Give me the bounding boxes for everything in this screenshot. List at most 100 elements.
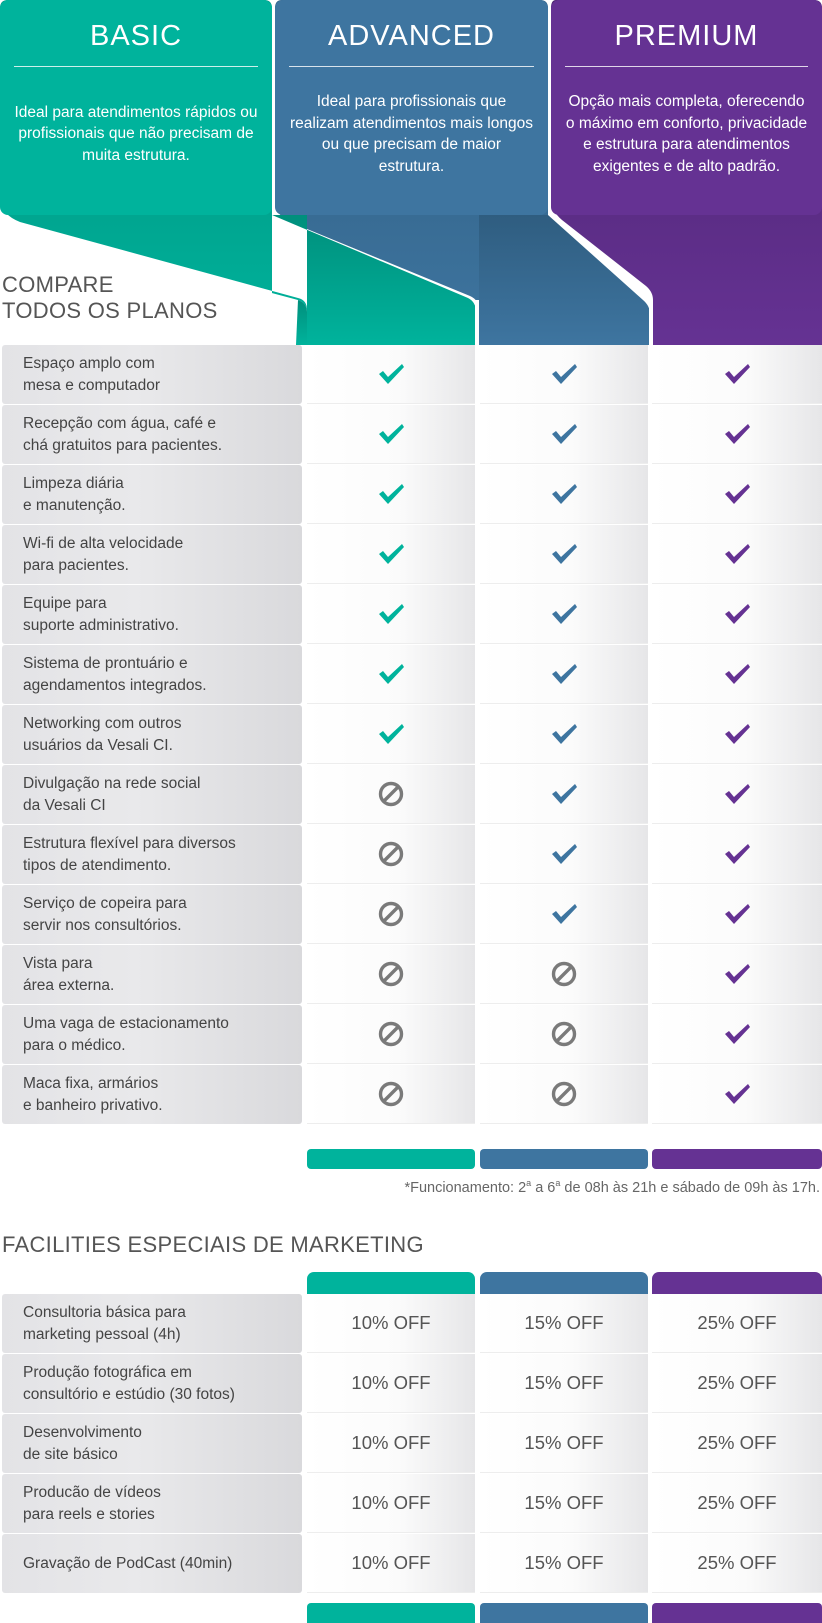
- prohibited-icon: [378, 901, 404, 927]
- feature-cell-basic: [307, 1065, 475, 1124]
- check-icon: [725, 484, 750, 504]
- feature-label: Vista para área externa.: [2, 945, 302, 1004]
- marketing-cell-basic: 10% OFF: [307, 1474, 475, 1533]
- plan-premium: PREMIUM Opção mais completa, oferecendo …: [551, 0, 822, 215]
- plan-divider: [565, 66, 808, 67]
- prohibited-icon: [551, 961, 577, 987]
- plan-divider: [14, 66, 258, 67]
- marketing-row: Gravação de PodCast (40min) 10% OFF 15% OF…: [0, 1533, 822, 1593]
- plan-description-basic: Ideal para atendimentos rápidos ou profi…: [14, 103, 258, 164]
- check-icon: [725, 424, 750, 444]
- feature-row: Maca fixa, armários e banheiro privativo…: [0, 1064, 822, 1124]
- check-icon: [725, 904, 750, 924]
- prohibited-icon: [378, 1021, 404, 1047]
- marketing-row: Produção fotográfica em consultório e es…: [0, 1353, 822, 1413]
- feature-cell-premium: [652, 1005, 822, 1064]
- marketing-cell-premium: 25% OFF: [652, 1294, 822, 1353]
- discount-value: 15% OFF: [524, 1432, 604, 1453]
- feature-cell-premium: [652, 645, 822, 704]
- feature-cell-basic: [307, 405, 475, 464]
- feature-label: Divulgação na rede social da Vesali CI: [2, 765, 302, 824]
- plan-description-premium: Opção mais completa, oferecendo o máximo…: [565, 93, 808, 175]
- marketing-row: Desenvolvimento de site básico 10% OFF 15%…: [0, 1413, 822, 1473]
- plan-basic: BASIC Ideal para atendimentos rápidos ou…: [0, 0, 272, 215]
- marketing-label: Produção fotográfica em consultório e es…: [2, 1354, 302, 1413]
- feature-cell-advanced: [480, 1005, 648, 1064]
- plan-title-premium: PREMIUM: [614, 20, 759, 52]
- feature-row: Recepção com água, café e chá gratuitos …: [0, 404, 822, 464]
- marketing-cell-premium: 25% OFF: [652, 1414, 822, 1473]
- feature-row: Estrutura flexível para diversos tipos d…: [0, 824, 822, 884]
- check-icon: [552, 904, 577, 924]
- feature-cell-advanced: [480, 345, 648, 404]
- compare-title-line1: COMPARE: [2, 272, 114, 297]
- check-icon: [552, 784, 577, 804]
- check-icon: [725, 1024, 750, 1044]
- marketing-cell-advanced: 15% OFF: [480, 1354, 648, 1413]
- feature-row: Equipe para suporte administrativo.: [0, 584, 822, 644]
- check-icon: [552, 724, 577, 744]
- check-icon: [725, 364, 750, 384]
- feature-label: Maca fixa, armários e banheiro privativo…: [2, 1065, 302, 1124]
- feature-label: Espaço amplo com mesa e computador: [2, 345, 302, 404]
- feature-cell-basic: [307, 945, 475, 1004]
- feature-cell-basic: [307, 825, 475, 884]
- marketing-cell-premium: 25% OFF: [652, 1534, 822, 1593]
- discount-value: 10% OFF: [351, 1372, 431, 1393]
- feature-row: Vista para área externa.: [0, 944, 822, 1004]
- check-icon: [379, 664, 404, 684]
- check-icon: [725, 1084, 750, 1104]
- feature-cell-premium: [652, 465, 822, 524]
- marketing-cell-advanced: 15% OFF: [480, 1294, 648, 1353]
- discount-value: 10% OFF: [351, 1432, 431, 1453]
- premium-column-tab: [652, 1272, 822, 1294]
- check-icon: [379, 484, 404, 504]
- plan-title-basic: BASIC: [89, 20, 183, 52]
- prohibited-icon: [551, 1021, 577, 1047]
- feature-row: Wi-fi de alta velocidade para pacientes.: [0, 524, 822, 584]
- check-icon: [379, 604, 404, 624]
- discount-value: 10% OFF: [351, 1552, 431, 1573]
- feature-cell-advanced: [480, 525, 648, 584]
- marketing-cell-basic: 10% OFF: [307, 1294, 475, 1353]
- feature-cell-basic: [307, 465, 475, 524]
- feature-cell-premium: [652, 705, 822, 764]
- compare-title-line2: TODOS OS PLANOS: [2, 298, 218, 323]
- feature-row: Serviço de copeira para servir nos consu…: [0, 884, 822, 944]
- check-icon: [725, 544, 750, 564]
- check-icon: [725, 844, 750, 864]
- premium-marketing-footer: [652, 1603, 822, 1623]
- discount-value: 15% OFF: [524, 1372, 604, 1393]
- feature-cell-premium: [652, 525, 822, 584]
- discount-value: 25% OFF: [697, 1492, 777, 1513]
- feature-cell-advanced: [480, 1065, 648, 1124]
- check-icon: [552, 364, 577, 384]
- basic-column-footer: [307, 1149, 475, 1169]
- feature-label: Estrutura flexível para diversos tipos d…: [2, 825, 302, 884]
- feature-row: Uma vaga de estacionamento para o médico…: [0, 1004, 822, 1064]
- marketing-cell-premium: 25% OFF: [652, 1354, 822, 1413]
- prohibited-icon: [378, 1081, 404, 1107]
- feature-cell-advanced: [480, 885, 648, 944]
- advanced-column-footer: [480, 1149, 648, 1169]
- feature-cell-advanced: [480, 465, 648, 524]
- feature-row: Divulgação na rede social da Vesali CI: [0, 764, 822, 824]
- feature-cell-basic: [307, 585, 475, 644]
- feature-cell-premium: [652, 825, 822, 884]
- marketing-label: Desenvolvimento de site básico: [2, 1414, 302, 1473]
- basic-column-tab: [307, 1272, 475, 1294]
- feature-cell-premium: [652, 345, 822, 404]
- check-icon: [552, 664, 577, 684]
- feature-label: Wi-fi de alta velocidade para pacientes.: [2, 525, 302, 584]
- prohibited-icon: [378, 781, 404, 807]
- advanced-column-tab: [480, 1272, 648, 1294]
- feature-cell-premium: [652, 885, 822, 944]
- plan-header-bands: [0, 0, 822, 345]
- marketing-row: Consultoria básica para marketing pessoa…: [0, 1293, 822, 1353]
- feature-cell-premium: [652, 945, 822, 1004]
- marketing-label: Gravação de PodCast (40min): [2, 1534, 302, 1593]
- discount-value: 15% OFF: [524, 1312, 604, 1333]
- advanced-marketing-footer: [480, 1603, 648, 1623]
- feature-row: Sistema de prontuário e agendamentos int…: [0, 644, 822, 704]
- discount-value: 15% OFF: [524, 1552, 604, 1573]
